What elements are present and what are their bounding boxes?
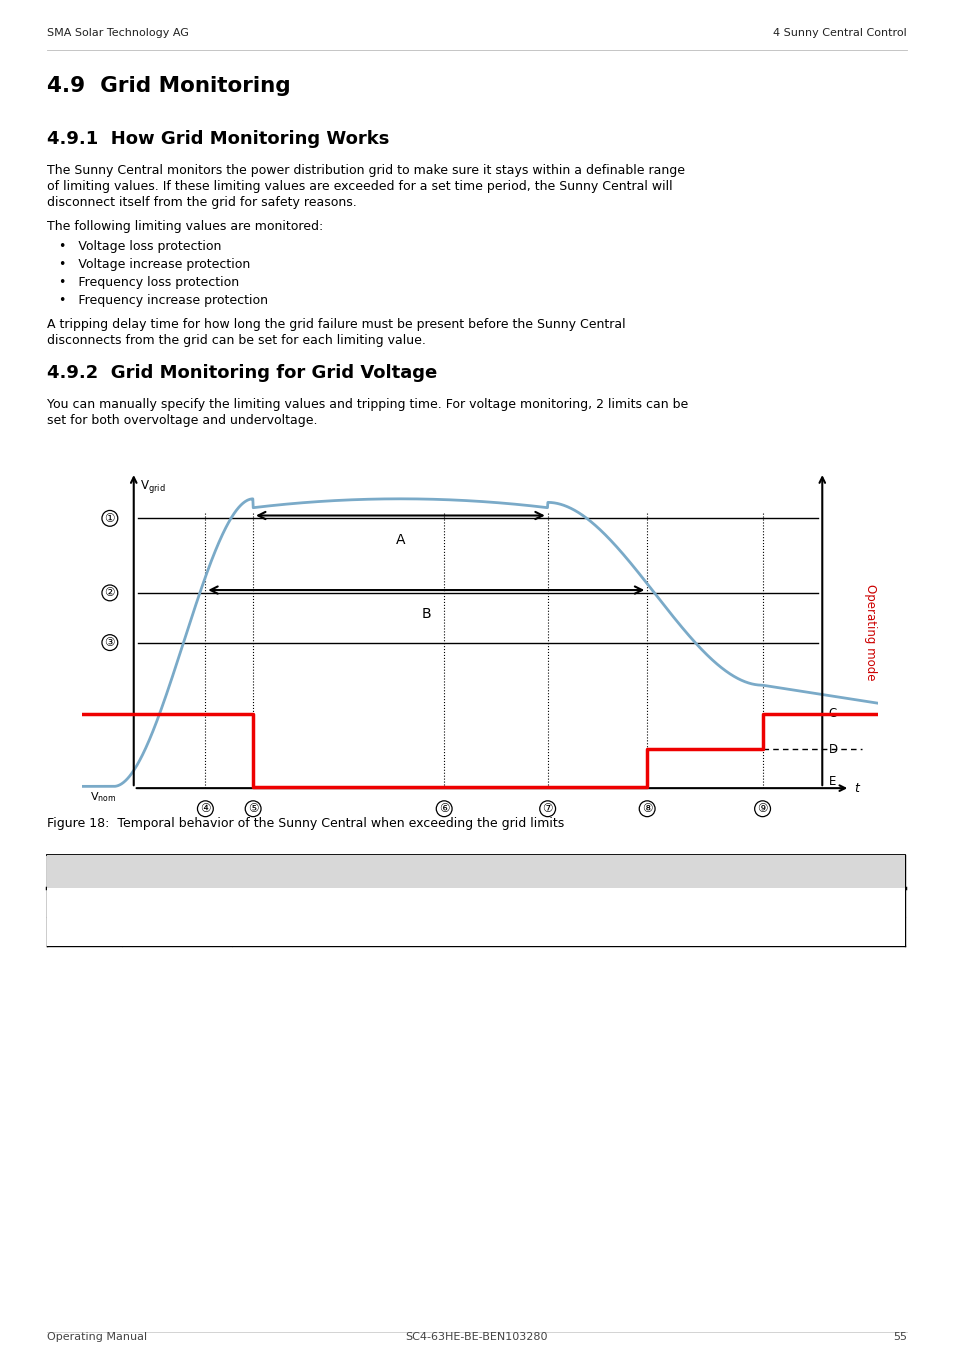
Text: SMA Solar Technology AG: SMA Solar Technology AG xyxy=(47,28,189,38)
Text: Delay time for grid limit level 2: Delay time for grid limit level 2 xyxy=(239,896,434,909)
Text: B: B xyxy=(54,925,63,938)
Text: Parameter: Parameter xyxy=(129,863,208,876)
Text: ⑦: ⑦ xyxy=(542,802,553,815)
Text: ①: ① xyxy=(105,512,115,525)
Text: •   Frequency loss protection: • Frequency loss protection xyxy=(59,276,239,289)
Text: disconnects from the grid can be set for each limiting value.: disconnects from the grid can be set for… xyxy=(47,334,425,347)
Text: disconnect itself from the grid for safety reasons.: disconnect itself from the grid for safe… xyxy=(47,196,356,210)
Text: ⑧: ⑧ xyxy=(641,802,652,815)
Text: B: B xyxy=(421,607,431,621)
Text: The Sunny Central monitors the power distribution grid to make sure it stays wit: The Sunny Central monitors the power dis… xyxy=(47,164,684,177)
Text: Operating mode: Operating mode xyxy=(862,584,876,680)
Text: A tripping delay time for how long the grid failure must be present before the S: A tripping delay time for how long the g… xyxy=(47,318,625,331)
Text: Description: Description xyxy=(239,863,325,876)
Text: V$_{\mathregular{nom}}$: V$_{\mathregular{nom}}$ xyxy=(90,790,116,803)
Text: V$_{\mathregular{grid}}$: V$_{\mathregular{grid}}$ xyxy=(140,477,166,495)
Text: 4.9.1  How Grid Monitoring Works: 4.9.1 How Grid Monitoring Works xyxy=(47,130,389,147)
Text: Object: Object xyxy=(54,863,102,876)
Text: VCtlhLimTm: VCtlhLimTm xyxy=(129,896,205,909)
Text: A: A xyxy=(395,533,405,546)
Text: 4.9.2  Grid Monitoring for Grid Voltage: 4.9.2 Grid Monitoring for Grid Voltage xyxy=(47,364,436,383)
Text: A: A xyxy=(54,896,63,909)
Text: •   Voltage increase protection: • Voltage increase protection xyxy=(59,258,250,270)
Text: E: E xyxy=(828,775,835,788)
Text: •   Voltage loss protection: • Voltage loss protection xyxy=(59,241,221,253)
Text: 4.9  Grid Monitoring: 4.9 Grid Monitoring xyxy=(47,76,291,96)
Text: of limiting values. If these limiting values are exceeded for a set time period,: of limiting values. If these limiting va… xyxy=(47,180,672,193)
Text: C: C xyxy=(828,707,836,721)
Text: VCtlhhLimTm: VCtlhhLimTm xyxy=(129,925,213,938)
Text: ②: ② xyxy=(105,587,115,599)
Text: t: t xyxy=(853,781,858,795)
Text: Delay time for grid limit level 1: Delay time for grid limit level 1 xyxy=(239,925,434,938)
Text: Operating Manual: Operating Manual xyxy=(47,1332,147,1343)
Text: SC4-63HE-BE-BEN103280: SC4-63HE-BE-BEN103280 xyxy=(405,1332,548,1343)
Text: ⑥: ⑥ xyxy=(438,802,449,815)
Text: ③: ③ xyxy=(105,635,115,649)
Text: ⑤: ⑤ xyxy=(248,802,258,815)
Text: Figure 18:  Temporal behavior of the Sunny Central when exceeding the grid limit: Figure 18: Temporal behavior of the Sunn… xyxy=(47,817,563,830)
Text: The following limiting values are monitored:: The following limiting values are monito… xyxy=(47,220,323,233)
Text: D: D xyxy=(828,742,837,756)
Text: set for both overvoltage and undervoltage.: set for both overvoltage and undervoltag… xyxy=(47,414,317,427)
Text: 4 Sunny Central Control: 4 Sunny Central Control xyxy=(773,28,906,38)
Text: ④: ④ xyxy=(200,802,211,815)
Text: •   Frequency increase protection: • Frequency increase protection xyxy=(59,293,268,307)
Text: You can manually specify the limiting values and tripping time. For voltage moni: You can manually specify the limiting va… xyxy=(47,397,687,411)
Text: ⑨: ⑨ xyxy=(757,802,767,815)
Text: 55: 55 xyxy=(892,1332,906,1343)
